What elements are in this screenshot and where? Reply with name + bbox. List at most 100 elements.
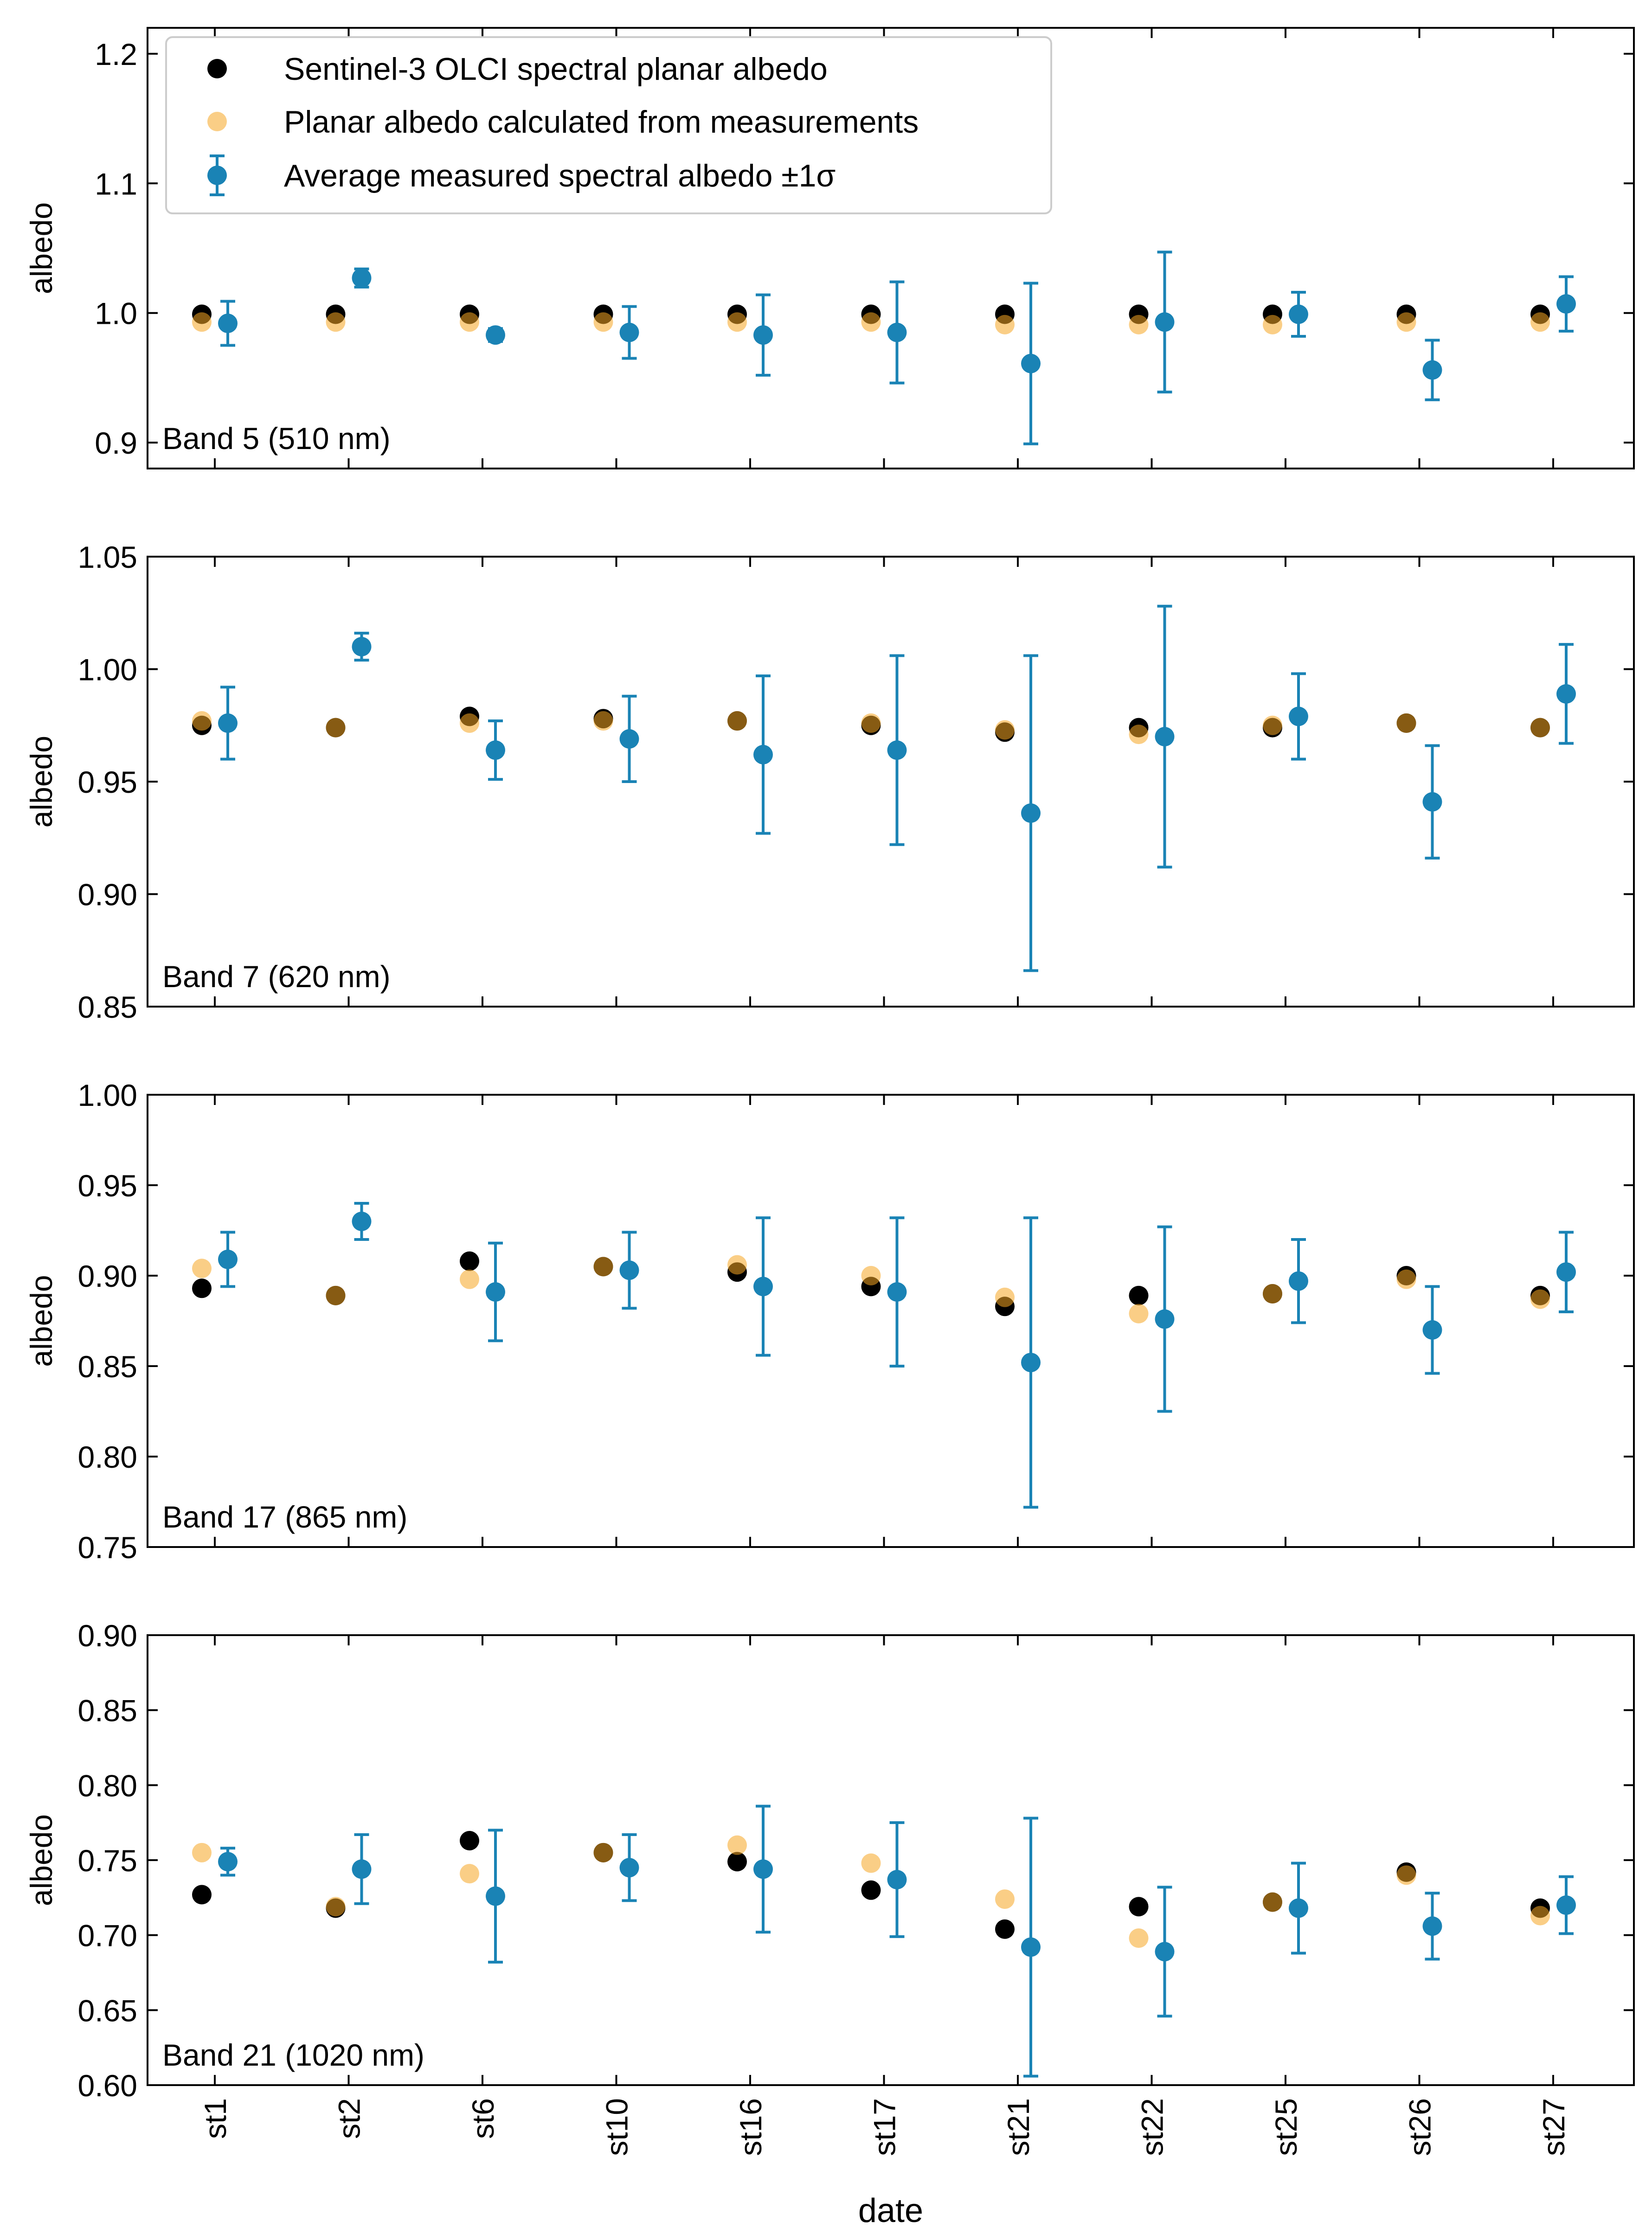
y-tick-label: 1.1 [95,167,137,201]
y-tick-label: 1.00 [78,1078,137,1112]
point-measured [619,1260,639,1280]
panel-label: Band 7 (620 nm) [162,959,391,994]
legend-label: Average measured spectral albedo ±1σ [284,158,836,193]
point-calculated [1530,1289,1550,1309]
point-calculated [861,312,881,332]
x-tick-label: st27 [1536,2098,1571,2156]
point-measured [218,314,238,334]
x-tick-label: st26 [1403,2098,1437,2156]
point-measured [1155,1309,1175,1329]
point-measured [1556,1262,1576,1282]
point-calculated [593,711,613,731]
point-calculated [727,711,747,731]
panel-label: Band 21 (1020 nm) [162,2038,424,2072]
point-calculated [995,720,1015,740]
point-calculated [1129,315,1149,334]
y-axis-label: albedo [24,1275,58,1367]
y-tick-label: 0.70 [78,1919,137,1953]
y-tick-label: 1.00 [78,653,137,687]
point-calculated [995,1287,1015,1307]
y-tick-label: 0.80 [78,1768,137,1803]
point-calculated [460,1864,479,1884]
point-calculated [995,315,1015,334]
point-calculated [460,1269,479,1289]
point-calculated [1263,1892,1282,1912]
point-measured [887,322,907,342]
point-olci [727,1852,747,1872]
point-olci [460,1251,479,1271]
point-calculated [1263,1284,1282,1303]
x-tick-labels: st1 st2 st6 st10 st16 st17 st21 st22 st25 st26 st2… [198,2098,1571,2156]
point-measured [1422,360,1442,380]
point-calculated [861,1266,881,1285]
point-measured [753,325,773,345]
point-measured [218,1852,238,1872]
point-calculated [1263,715,1282,735]
point-calculated [593,1843,613,1862]
point-measured [1422,792,1442,812]
y-tick-label: 0.80 [78,1440,137,1474]
x-axis-label: date [858,2192,923,2228]
y-tick-label: 0.75 [78,1843,137,1878]
x-tick-label: st6 [466,2098,500,2139]
point-measured [887,1282,907,1302]
plot-frame [147,27,1635,469]
legend-marker [207,112,227,131]
point-measured [1289,304,1308,324]
point-calculated [1396,713,1416,733]
point-olci [460,1830,479,1850]
point-measured [1289,1271,1308,1291]
point-calculated [1396,312,1416,332]
point-calculated [326,1897,346,1917]
point-measured [218,1249,238,1269]
plot-frame [147,1634,1635,2086]
point-calculated [1530,312,1550,332]
y-tick-label: 0.60 [78,2068,137,2103]
panel-1: 0.9 1.0 1.1 1.2 albedo Band 5 (510 nm) [24,27,1635,469]
point-measured [1422,1916,1442,1936]
point-olci [995,1919,1015,1939]
point-measured [753,1277,773,1297]
point-calculated [326,312,346,332]
point-calculated [1530,718,1550,738]
point-calculated [861,713,881,733]
point-calculated [593,1257,613,1277]
point-measured [1021,803,1041,823]
point-calculated [995,1889,1015,1909]
point-calculated [326,1285,346,1305]
point-calculated [192,1843,212,1862]
point-calculated [593,312,613,332]
y-tick-label: 0.65 [78,1993,137,2028]
point-measured [352,1212,372,1231]
point-measured [619,1858,639,1878]
point-calculated [1263,315,1282,334]
point-measured [1556,684,1576,704]
point-measured [1556,294,1576,314]
point-measured [218,713,238,733]
point-measured [1155,727,1175,746]
point-calculated [727,1835,747,1855]
point-measured [753,745,773,764]
point-measured [352,1859,372,1879]
legend-entry: Average measured spectral albedo ±1σ [207,154,836,196]
point-olci [192,1278,212,1298]
point-calculated [1129,1303,1149,1323]
point-measured [1289,706,1308,726]
x-tick-label: st21 [1001,2098,1035,2156]
point-measured [486,325,505,345]
point-measured [1422,1320,1442,1340]
legend-box [165,36,1052,214]
point-calculated [727,312,747,332]
x-tick-label: st16 [733,2098,768,2156]
point-measured [887,1870,907,1890]
point-calculated [326,718,346,738]
point-measured [1021,353,1041,373]
point-calculated [727,1255,747,1275]
point-olci [1129,1285,1149,1305]
y-tick-label: 0.90 [78,1259,137,1293]
plot-frame [147,1094,1635,1548]
legend-entry: Sentinel-3 OLCI spectral planar albedo [207,51,828,87]
point-calculated [192,711,212,731]
y-tick-label: 1.2 [95,37,137,71]
point-measured [352,637,372,656]
